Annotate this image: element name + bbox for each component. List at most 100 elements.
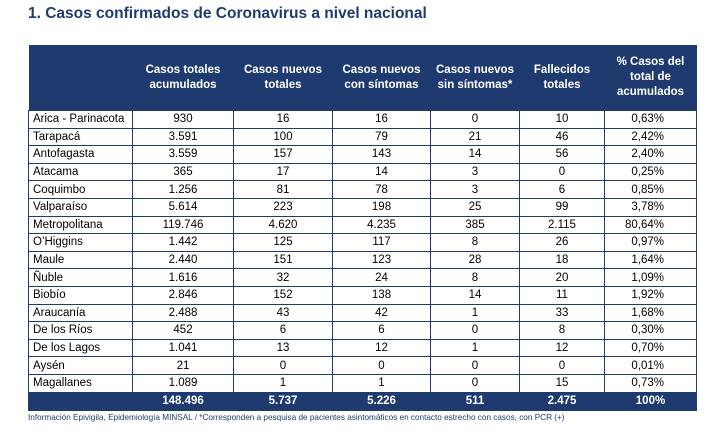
cell-new-asymptomatic: 28	[430, 250, 520, 270]
cell-new-symptomatic: 78	[332, 180, 431, 199]
cell-total-accumulated: 5.614	[132, 197, 234, 217]
cases-table: Casos totales acumulados Casos nuevos tot…	[28, 45, 697, 411]
cell-total-accumulated: 452	[132, 321, 234, 340]
region-name-cell: Coquimbo	[28, 180, 133, 199]
cell-total-accumulated: 3.559	[132, 145, 234, 164]
cell-total-accumulated: 930	[132, 110, 234, 129]
cell-total-accumulated: 2.846	[132, 285, 234, 305]
table-body: Arica - Parinacota 930 16 16 0 10 0,63% Tarapac…	[28, 110, 697, 393]
cell-new-asymptomatic: 3	[430, 180, 520, 199]
cell-new-total: 151	[233, 250, 333, 270]
cell-deaths: 99	[519, 197, 605, 217]
cell-total-accumulated: 2.488	[132, 303, 234, 323]
cell-percent-of-total: 0,25%	[604, 162, 697, 182]
table-row: Valparaíso 5.614 223 198 25 99 3,78%	[28, 197, 697, 217]
column-header-percent-of-total: % Casos del total de acumulados	[604, 45, 697, 111]
table-row: Ñuble 1.616 32 24 8 20 1,09%	[28, 268, 697, 287]
region-name-cell: Aysén	[28, 356, 133, 375]
cell-deaths: 0	[519, 356, 605, 375]
cell-new-asymptomatic: 0	[430, 110, 520, 129]
cell-new-symptomatic: 24	[332, 268, 431, 287]
region-name-cell: Maule	[28, 250, 133, 270]
table-row: O’Higgins 1.442 125 117 8 26 0,97%	[28, 233, 697, 252]
cell-percent-of-total: 0,73%	[604, 373, 697, 393]
cell-new-total: 157	[233, 145, 333, 164]
cell-new-asymptomatic: 14	[430, 285, 520, 305]
cell-new-symptomatic: 117	[332, 233, 431, 252]
cell-deaths: 18	[519, 250, 605, 270]
cell-new-asymptomatic: 0	[430, 356, 520, 375]
cell-new-total: 43	[233, 303, 333, 323]
cell-percent-of-total: 80,64%	[604, 215, 697, 235]
cell-new-symptomatic: 123	[332, 250, 431, 270]
cell-deaths: 8	[519, 321, 605, 340]
total-cell-new-symptomatic: 5.226	[332, 391, 431, 411]
cell-total-accumulated: 1.616	[132, 268, 234, 287]
column-header-deaths: Fallecidos totales	[519, 45, 605, 111]
cell-new-total: 125	[233, 233, 333, 252]
table-row: Antofagasta 3.559 157 143 14 56 2,40%	[28, 145, 697, 164]
cell-percent-of-total: 0,85%	[604, 180, 697, 199]
cell-new-total: 100	[233, 127, 333, 147]
cell-new-symptomatic: 1	[332, 373, 431, 393]
table-row: Magallanes 1.089 1 1 0 15 0,73%	[28, 373, 697, 393]
column-header-total-accumulated: Casos totales acumulados	[132, 45, 234, 111]
region-name-cell: Antofagasta	[28, 145, 133, 164]
region-name-cell: Metropolitana	[28, 215, 133, 235]
page-title: 1. Casos confirmados de Coronavirus a ni…	[28, 5, 427, 22]
cell-new-asymptomatic: 8	[430, 233, 520, 252]
cell-new-total: 0	[233, 356, 333, 375]
cell-new-asymptomatic: 0	[430, 373, 520, 393]
cell-new-total: 16	[233, 110, 333, 129]
cell-new-total: 1	[233, 373, 333, 393]
cell-percent-of-total: 1,09%	[604, 268, 697, 287]
column-header-new-total: Casos nuevos totales	[233, 45, 333, 111]
cell-deaths: 0	[519, 162, 605, 182]
cell-new-asymptomatic: 1	[430, 303, 520, 323]
table-row: Coquimbo 1.256 81 78 3 6 0,85%	[28, 180, 697, 199]
region-name-cell: Biobío	[28, 285, 133, 305]
region-name-cell: De los Lagos	[28, 338, 133, 358]
table-row: Tarapacá 3.591 100 79 21 46 2,42%	[28, 127, 697, 147]
cell-new-total: 32	[233, 268, 333, 287]
cell-new-symptomatic: 79	[332, 127, 431, 147]
cell-new-asymptomatic: 3	[430, 162, 520, 182]
cell-new-asymptomatic: 385	[430, 215, 520, 235]
region-name-cell: Valparaíso	[28, 197, 133, 217]
cell-new-total: 4.620	[233, 215, 333, 235]
cases-table-container: Casos totales acumulados Casos nuevos tot…	[28, 45, 697, 411]
cell-total-accumulated: 1.041	[132, 338, 234, 358]
cell-total-accumulated: 119.746	[132, 215, 234, 235]
cell-new-asymptomatic: 14	[430, 145, 520, 164]
cell-new-asymptomatic: 25	[430, 197, 520, 217]
cell-deaths: 33	[519, 303, 605, 323]
cell-total-accumulated: 3.591	[132, 127, 234, 147]
total-cell-percent-of-total: 100%	[604, 391, 697, 411]
cell-total-accumulated: 2.440	[132, 250, 234, 270]
cell-new-symptomatic: 4.235	[332, 215, 431, 235]
cell-deaths: 56	[519, 145, 605, 164]
cell-percent-of-total: 0,70%	[604, 338, 697, 358]
total-cell-region	[28, 391, 133, 411]
cell-percent-of-total: 1,68%	[604, 303, 697, 323]
cell-new-symptomatic: 0	[332, 356, 431, 375]
region-name-cell: Tarapacá	[28, 127, 133, 147]
cell-new-symptomatic: 16	[332, 110, 431, 129]
cell-total-accumulated: 365	[132, 162, 234, 182]
cell-new-symptomatic: 12	[332, 338, 431, 358]
cell-percent-of-total: 0,97%	[604, 233, 697, 252]
table-row: Maule 2.440 151 123 28 18 1,64%	[28, 250, 697, 270]
cell-new-total: 223	[233, 197, 333, 217]
cell-new-symptomatic: 6	[332, 321, 431, 340]
cell-new-total: 13	[233, 338, 333, 358]
column-header-region	[28, 45, 133, 111]
cell-new-asymptomatic: 1	[430, 338, 520, 358]
cell-percent-of-total: 3,78%	[604, 197, 697, 217]
cell-deaths: 26	[519, 233, 605, 252]
region-name-cell: De los Ríos	[28, 321, 133, 340]
cell-deaths: 20	[519, 268, 605, 287]
cell-percent-of-total: 0,01%	[604, 356, 697, 375]
cell-percent-of-total: 1,64%	[604, 250, 697, 270]
table-row: Atacama 365 17 14 3 0 0,25%	[28, 162, 697, 182]
cell-new-asymptomatic: 21	[430, 127, 520, 147]
